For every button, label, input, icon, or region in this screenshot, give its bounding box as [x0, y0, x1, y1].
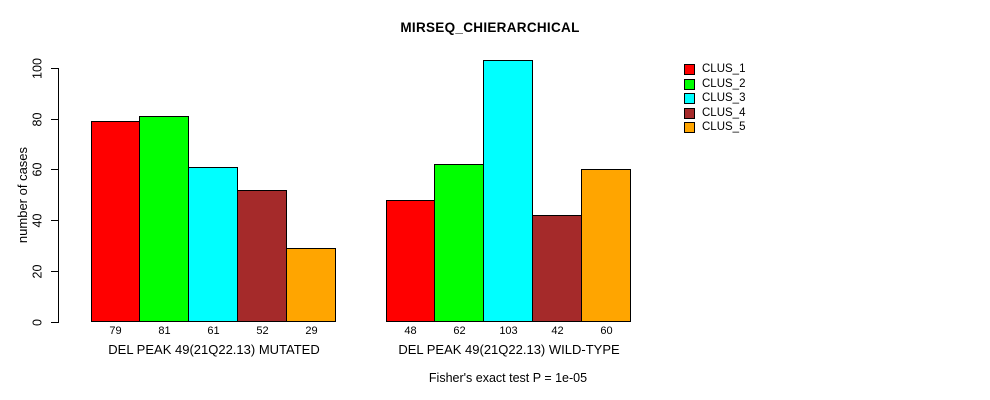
- bar-value-label: 29: [305, 325, 318, 337]
- bar-value-label: 60: [600, 325, 613, 337]
- bar-value-label: 52: [256, 325, 269, 337]
- bar-clus_2-1: [139, 116, 189, 322]
- legend-label-clus_5: CLUS_5: [702, 121, 746, 133]
- y-tick-label: 80: [30, 112, 45, 127]
- y-tick-label: 0: [30, 319, 45, 326]
- bar-clus_1-2: [386, 200, 435, 322]
- y-tick-mark: [51, 169, 58, 170]
- legend-swatch-clus_1: [684, 64, 695, 75]
- bar-value-label: 61: [207, 325, 220, 337]
- chart-title: MIRSEQ_CHIERARCHICAL: [400, 20, 580, 35]
- bar-clus_3-1: [188, 167, 238, 322]
- legend-label-clus_1: CLUS_1: [702, 63, 746, 75]
- bar-clus_4-2: [532, 215, 582, 322]
- y-tick-label: 40: [30, 213, 45, 228]
- bar-value-label: 48: [404, 325, 417, 337]
- y-axis-line: [58, 68, 59, 323]
- legend-swatch-clus_4: [684, 108, 695, 119]
- y-tick-label: 60: [30, 162, 45, 177]
- bar-clus_3-2: [483, 60, 533, 322]
- y-tick-mark: [51, 119, 58, 120]
- footnote-text: Fisher's exact test P = 1e-05: [428, 371, 588, 385]
- legend-swatch-clus_2: [684, 79, 695, 90]
- y-tick-mark: [51, 68, 58, 69]
- bar-clus_5-2: [581, 169, 631, 322]
- bar-clus_4-1: [237, 190, 287, 322]
- y-tick-label: 100: [30, 58, 45, 79]
- y-tick-mark: [51, 220, 58, 221]
- bar-clus_5-1: [286, 248, 336, 322]
- y-tick-mark: [51, 322, 58, 323]
- category-label-2: DEL PEAK 49(21Q22.13) WILD-TYPE: [398, 342, 620, 357]
- y-tick-label: 20: [30, 264, 45, 279]
- legend-label-clus_2: CLUS_2: [702, 78, 746, 90]
- y-axis-title: number of cases: [15, 146, 30, 244]
- legend-swatch-clus_3: [684, 93, 695, 104]
- bar-clus_2-2: [434, 164, 484, 322]
- bar-value-label: 103: [499, 325, 518, 337]
- bar-clus_1-1: [91, 121, 140, 322]
- bar-value-label: 79: [109, 325, 122, 337]
- legend-label-clus_4: CLUS_4: [702, 107, 746, 119]
- bar-value-label: 62: [453, 325, 466, 337]
- legend-label-clus_3: CLUS_3: [702, 92, 746, 104]
- legend-swatch-clus_5: [684, 122, 695, 133]
- category-label-1: DEL PEAK 49(21Q22.13) MUTATED: [108, 342, 320, 357]
- bar-value-label: 42: [551, 325, 564, 337]
- bar-value-label: 81: [158, 325, 171, 337]
- y-tick-mark: [51, 271, 58, 272]
